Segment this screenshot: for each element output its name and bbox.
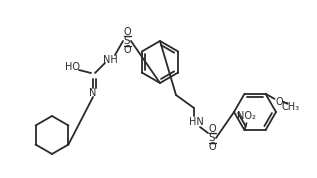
Text: S: S	[209, 133, 215, 143]
Text: HO: HO	[64, 62, 80, 72]
Text: O: O	[276, 97, 283, 107]
Text: O: O	[123, 45, 131, 55]
Text: S: S	[124, 36, 130, 46]
Text: NH: NH	[103, 55, 117, 65]
Text: O: O	[123, 27, 131, 37]
Text: HN: HN	[189, 117, 204, 127]
Text: N: N	[89, 88, 97, 98]
Text: CH₃: CH₃	[281, 102, 300, 112]
Text: NO₂: NO₂	[237, 111, 256, 121]
Text: O: O	[208, 142, 216, 152]
Text: O: O	[208, 124, 216, 134]
